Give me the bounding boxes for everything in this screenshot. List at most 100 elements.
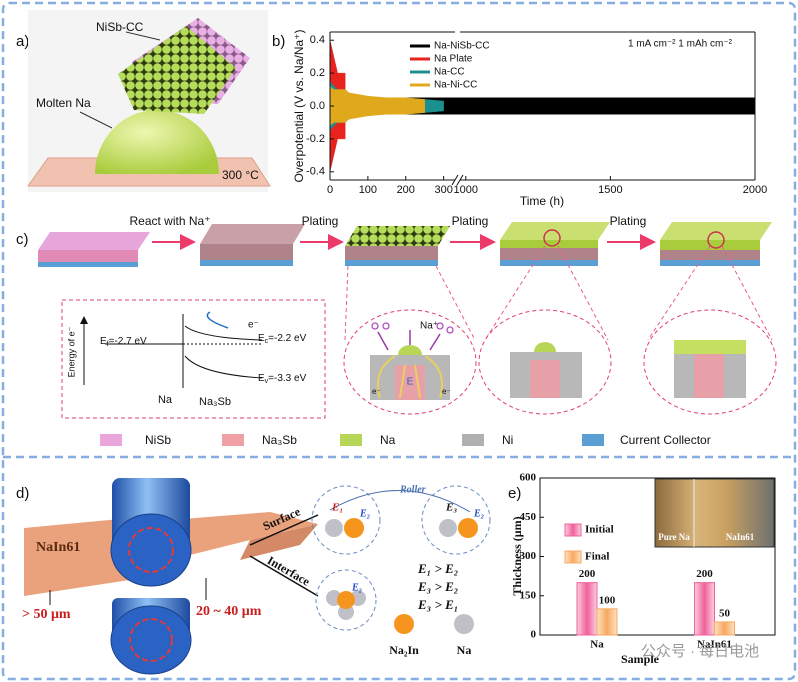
slab xyxy=(345,246,438,260)
closeup xyxy=(421,485,491,555)
panel-label: c) xyxy=(16,231,29,248)
roller xyxy=(110,513,192,587)
inset-photo xyxy=(654,478,775,548)
axis-break xyxy=(451,174,459,186)
relation: E₁ > E₂ xyxy=(417,561,458,576)
legend-swatch xyxy=(394,614,414,634)
label: Interface xyxy=(265,553,313,589)
pointer xyxy=(249,514,319,546)
inset-label: Pure Na xyxy=(658,532,690,542)
foil xyxy=(24,518,130,596)
region-label: Na xyxy=(158,394,173,406)
rotation xyxy=(128,527,174,573)
closeup xyxy=(311,485,381,555)
bar xyxy=(576,582,598,636)
step-label: Plating xyxy=(610,214,647,228)
na-atom xyxy=(439,519,457,537)
relation: E₃ > E₂ xyxy=(417,579,458,594)
electron-label: e⁻ xyxy=(248,320,259,331)
level-label: Ef=-2.7 eV xyxy=(100,336,147,348)
y-tick-label: 0.4 xyxy=(310,34,325,46)
roller-path xyxy=(329,490,471,513)
x-tick-label: 200 xyxy=(397,184,415,196)
series-band xyxy=(329,85,425,127)
slab xyxy=(200,224,305,244)
electron-label: e⁻ xyxy=(372,387,381,396)
legend-label: Na Plate xyxy=(434,54,473,65)
slab xyxy=(500,240,598,248)
slab xyxy=(500,248,598,260)
band-edge xyxy=(184,325,263,341)
projection xyxy=(344,245,773,341)
legend-label: Na-NiSb-CC xyxy=(434,41,490,52)
slab xyxy=(200,260,293,266)
pointer xyxy=(249,555,319,597)
slab xyxy=(660,222,772,240)
legend-label: Current Collector xyxy=(620,433,711,447)
legend-label: Na xyxy=(380,433,396,447)
x-tick-label: 1000 xyxy=(454,184,478,196)
x-tick-label: NaIn61 xyxy=(697,639,732,651)
overlay: Pure Na NaIn61 公众号 · 每日电池 xyxy=(641,478,775,660)
legend-label: Na-CC xyxy=(434,67,465,78)
y-axis-label: Overpotential (V vs. Na/Na⁺) xyxy=(292,29,306,182)
axis-break xyxy=(456,174,464,186)
field-line xyxy=(376,355,444,399)
legend-label: Na₃Sb xyxy=(262,433,297,447)
panel-label: d) xyxy=(16,485,29,502)
electron-label: e⁻ xyxy=(442,387,451,396)
na2in-atom xyxy=(458,518,478,538)
legend-swatch xyxy=(462,434,484,446)
slab xyxy=(38,250,138,262)
legend-swatch xyxy=(564,550,582,564)
y-tick-label: -0.2 xyxy=(306,133,325,145)
slab xyxy=(345,260,438,266)
electron-path xyxy=(206,311,229,329)
slab xyxy=(660,260,760,266)
legend-swatch xyxy=(582,434,604,446)
y-tick-label: 0.2 xyxy=(310,67,325,79)
y-tick-label: 0.0 xyxy=(310,100,325,112)
panel-label: e) xyxy=(508,485,521,502)
energy: E₃ xyxy=(445,502,457,514)
energy: E₂ xyxy=(473,508,484,519)
legend-label: Ni xyxy=(502,433,513,447)
bar xyxy=(596,608,618,636)
panel-d: d) NaIn61 > 50 μm 20 ~ 40 μm Surface Int… xyxy=(16,478,491,675)
x-axis-label: Sample xyxy=(621,652,660,666)
x-tick-label: 2000 xyxy=(743,184,767,196)
energy: E₁ xyxy=(331,502,343,514)
ion-label: Na⁺ xyxy=(420,321,438,332)
na-nucleus xyxy=(398,345,422,355)
legend-swatch xyxy=(454,614,474,634)
slab xyxy=(500,260,598,266)
region-label: Na₃Sb xyxy=(199,396,231,408)
leader xyxy=(125,31,161,41)
slab xyxy=(38,232,150,250)
data-label: 50 xyxy=(719,607,731,619)
roller xyxy=(110,605,192,675)
label: Roller xyxy=(399,484,426,495)
bar xyxy=(714,621,735,636)
legend-label: Final xyxy=(585,551,609,563)
foil-label: NaIn61 xyxy=(36,540,80,555)
na3sb xyxy=(530,360,560,398)
rotation xyxy=(129,618,173,662)
legend-label: NiSb xyxy=(145,433,171,447)
data-label: 100 xyxy=(599,594,616,606)
foil xyxy=(240,524,318,560)
legend-swatch xyxy=(100,434,122,446)
x-tick-label: 0 xyxy=(327,184,333,196)
panel-label: a) xyxy=(16,33,29,50)
slab xyxy=(660,250,760,260)
legend-label: Na₂In xyxy=(389,643,419,657)
y-axis-label: Thickness (μm) xyxy=(510,516,524,595)
y-tick-label: 0 xyxy=(531,629,537,641)
energy: E₂ xyxy=(359,508,370,519)
slab xyxy=(38,262,138,267)
legend-swatch xyxy=(564,523,582,537)
y-tick-label: 150 xyxy=(520,589,537,601)
focus xyxy=(707,231,725,249)
step-label: Plating xyxy=(452,214,489,228)
dimension-label: 20 ~ 40 μm xyxy=(196,604,262,619)
